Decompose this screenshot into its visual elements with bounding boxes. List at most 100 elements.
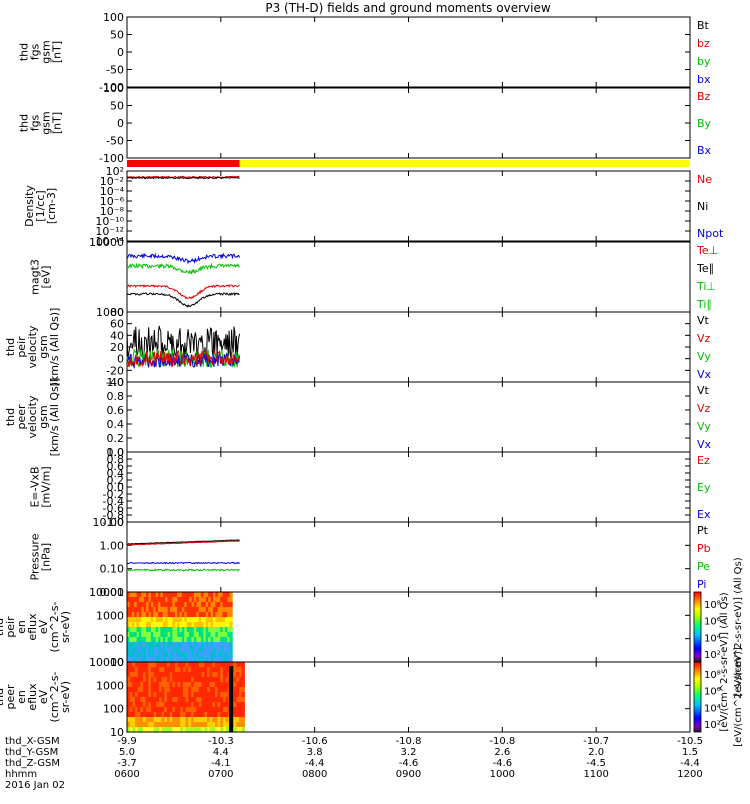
spectrogram-cell — [131, 622, 135, 628]
spectrogram-cell — [201, 642, 204, 648]
legend-entry: by — [697, 55, 711, 68]
spectrogram-cell — [153, 627, 157, 633]
panel-efield: 1.00.80.60.40.20.0-0.2-0.4-0.6-0.8-1.0E=… — [29, 446, 711, 529]
spectrogram-cell — [177, 657, 181, 663]
spectrogram-cell — [225, 717, 229, 723]
spectrogram-cell — [203, 637, 207, 643]
colorbar-tick: 10⁸ — [704, 600, 721, 611]
spectrogram-cell — [193, 702, 197, 708]
spectrogram-cell — [156, 727, 160, 733]
spectrogram-cell — [217, 662, 221, 668]
spectrogram-cell — [174, 607, 178, 613]
spectrogram-cell — [236, 687, 240, 693]
tick-label: 100 — [103, 11, 124, 24]
spectrogram-cell — [225, 712, 229, 718]
spectrogram-cell — [207, 697, 211, 703]
panel-temperature: 10000 1000 magt3[eV] Te⊥ Te∥ Ti⊥ Ti∥ — [29, 236, 719, 319]
spectrogram-cell — [191, 637, 195, 643]
spectrogram-cell — [203, 642, 207, 648]
spectrogram-cell — [129, 657, 133, 663]
spectrogram-cell — [174, 622, 178, 628]
spectrogram-cell — [207, 672, 211, 678]
tick-label: 10000 — [89, 236, 124, 249]
spectrogram-cell — [155, 607, 159, 613]
spectrogram-cell — [140, 722, 144, 728]
spectrogram-cell — [143, 637, 147, 643]
spectrogram-cell — [184, 652, 188, 658]
spectrogram-cell — [215, 597, 219, 603]
spectrogram-cell — [215, 607, 219, 613]
spectrogram-cell — [174, 657, 178, 663]
spectrogram-cell — [217, 647, 221, 653]
colorbar-label-group: [eV/(cm^2-s-sr-eV)] (All Qs) — [733, 557, 744, 696]
spectrogram-cell — [183, 692, 187, 698]
spectrogram-cell — [136, 617, 140, 623]
footer-value: -10.3 — [208, 736, 234, 747]
ylabel-line: peer — [4, 684, 17, 710]
spectrogram-cell — [162, 657, 166, 663]
tick-label: 0.6 — [107, 404, 125, 417]
spectrogram-cell — [223, 667, 227, 673]
spectrogram-cell — [201, 617, 204, 623]
spectrogram-cell — [180, 662, 184, 668]
spectrogram-cell — [135, 682, 139, 688]
spectrogram-cell — [153, 622, 157, 628]
footer-value: -10.7 — [583, 736, 609, 747]
spectrogram-cell — [179, 647, 183, 653]
tick-label: 100 — [103, 703, 124, 716]
spectrogram-cell — [153, 707, 157, 713]
spectrogram-cell — [140, 707, 144, 713]
spectrogram-cell — [239, 722, 243, 728]
tick-label: -1.0 — [103, 516, 124, 529]
spectrogram-cell — [183, 677, 187, 683]
spectrogram-cell — [231, 662, 235, 668]
spectrogram-cell — [148, 642, 152, 648]
spectrogram-cell — [127, 697, 131, 703]
spectrogram-cell — [229, 592, 233, 598]
spectrogram-cell — [222, 627, 226, 633]
spectrogram-cell — [213, 617, 216, 623]
spectrogram-cell — [179, 597, 183, 603]
spectrogram-cell — [140, 717, 144, 723]
spectrogram-cell — [167, 717, 171, 723]
spectrogram-cell — [239, 727, 243, 733]
tick-label: 10.00 — [93, 516, 125, 529]
footer-value: 3.2 — [401, 747, 417, 758]
spectrogram-cell — [153, 682, 157, 688]
spectrogram-cell — [204, 667, 208, 673]
spectrogram-cell — [148, 712, 152, 718]
spectrogram-cell — [135, 727, 139, 733]
spectrogram-cell — [222, 632, 226, 638]
spectrogram-cell — [164, 697, 168, 703]
data-layer — [126, 175, 691, 733]
spectrogram-cell — [217, 632, 221, 638]
spectrogram-cell — [205, 642, 209, 648]
spectrogram-cell — [129, 707, 133, 713]
series-line-pb — [126, 540, 240, 546]
spectrogram-cell — [201, 612, 204, 618]
legend-entry: Vt — [697, 384, 710, 397]
footer-value: -4.1 — [211, 758, 231, 769]
spectrogram-cell — [175, 717, 179, 723]
spectrogram-cell — [227, 632, 231, 638]
spectrogram-cell — [233, 697, 237, 703]
tick-label: -0.2 — [103, 488, 124, 501]
spectrogram-cell — [134, 602, 138, 608]
spectrogram-cell — [160, 642, 164, 648]
spectrogram-cell — [161, 717, 165, 723]
spectrogram-cell — [134, 617, 138, 623]
spectrogram-cell — [156, 722, 160, 728]
spectrogram-cell — [185, 702, 189, 708]
spectrogram-cell — [148, 707, 152, 713]
spectrogram-cell — [148, 687, 152, 693]
spectrogram-cell — [132, 722, 136, 728]
spectrogram-cell — [129, 677, 133, 683]
legend-entry: Pi — [697, 578, 706, 591]
spectrogram-cell — [134, 657, 138, 663]
spectrogram-cell — [224, 617, 228, 623]
spectrogram-cell — [227, 627, 231, 633]
spectrogram-cell — [132, 717, 136, 723]
spectrogram-cell — [141, 607, 145, 613]
